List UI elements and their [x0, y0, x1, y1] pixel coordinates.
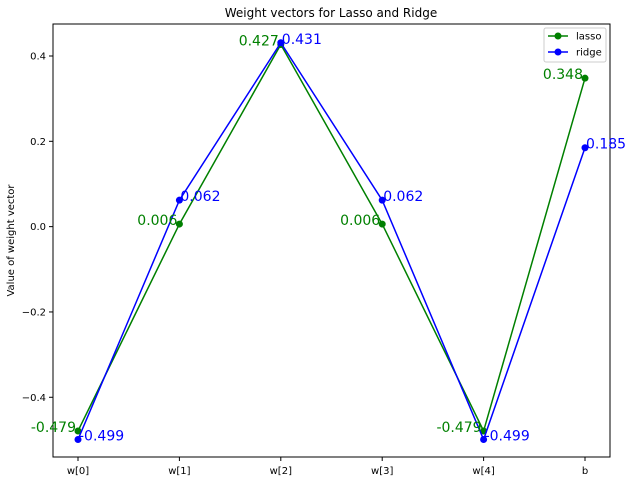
data-label-lasso: 0.427 [239, 33, 279, 49]
data-point-lasso [378, 220, 386, 228]
data-point-ridge [277, 39, 285, 47]
series-ridge [74, 39, 589, 444]
x-tick-label: w[3] [371, 466, 393, 477]
y-tick-label: 0.0 [30, 222, 46, 233]
data-label-lasso: 0.348 [543, 67, 583, 83]
data-point-ridge [378, 196, 386, 204]
data-label-ridge: -0.499 [485, 429, 530, 445]
y-tick-label: 0.4 [30, 51, 46, 62]
legend-label-lasso: lasso [576, 32, 601, 43]
legend-marker-lasso [554, 32, 562, 40]
data-point-ridge [581, 144, 589, 152]
y-tick-label: −0.2 [22, 307, 46, 318]
plot-frame [52, 23, 611, 458]
data-labels: -0.479 0.006 0.427 0.006 -0.479 0.348 -0.499 0.… [31, 32, 626, 445]
data-label-lasso: -0.479 [436, 420, 481, 436]
x-axis: w[0] w[1] w[2] w[3] w[4] b [67, 457, 588, 477]
chart-title: Weight vectors for Lasso and Ridge [225, 6, 437, 20]
data-label-ridge: 0.185 [586, 137, 626, 153]
data-label-ridge: -0.499 [79, 429, 124, 445]
data-label-ridge: 0.062 [180, 189, 220, 205]
data-point-lasso [175, 220, 183, 228]
legend-marker-ridge [554, 48, 562, 56]
x-tick-label: w[4] [472, 466, 494, 477]
data-point-ridge [480, 436, 488, 444]
data-label-lasso: 0.006 [137, 213, 177, 229]
x-tick-label: b [582, 466, 588, 477]
data-label-ridge: 0.062 [383, 189, 423, 205]
data-point-ridge [175, 196, 183, 204]
series-lasso [74, 40, 589, 435]
legend-label-ridge: ridge [576, 48, 602, 59]
data-label-lasso: -0.479 [31, 420, 76, 436]
data-point-ridge [74, 436, 82, 444]
x-tick-label: w[1] [168, 466, 190, 477]
series-line-ridge [77, 41, 586, 442]
y-axis: −0.4 −0.2 0.0 0.2 0.4 [22, 51, 53, 404]
x-tick-label: w[2] [270, 466, 292, 477]
data-label-lasso: 0.006 [340, 213, 380, 229]
data-point-lasso [74, 427, 82, 435]
y-tick-label: −0.4 [22, 393, 46, 404]
series-lines [74, 39, 589, 444]
series-line-lasso [77, 42, 586, 434]
y-axis-label: Value of weight vector [6, 184, 17, 297]
data-point-lasso [581, 74, 589, 82]
x-tick-label: w[0] [67, 466, 89, 477]
y-tick-label: 0.2 [30, 137, 46, 148]
data-label-ridge: 0.431 [282, 32, 322, 48]
legend: lasso ridge [543, 27, 607, 63]
